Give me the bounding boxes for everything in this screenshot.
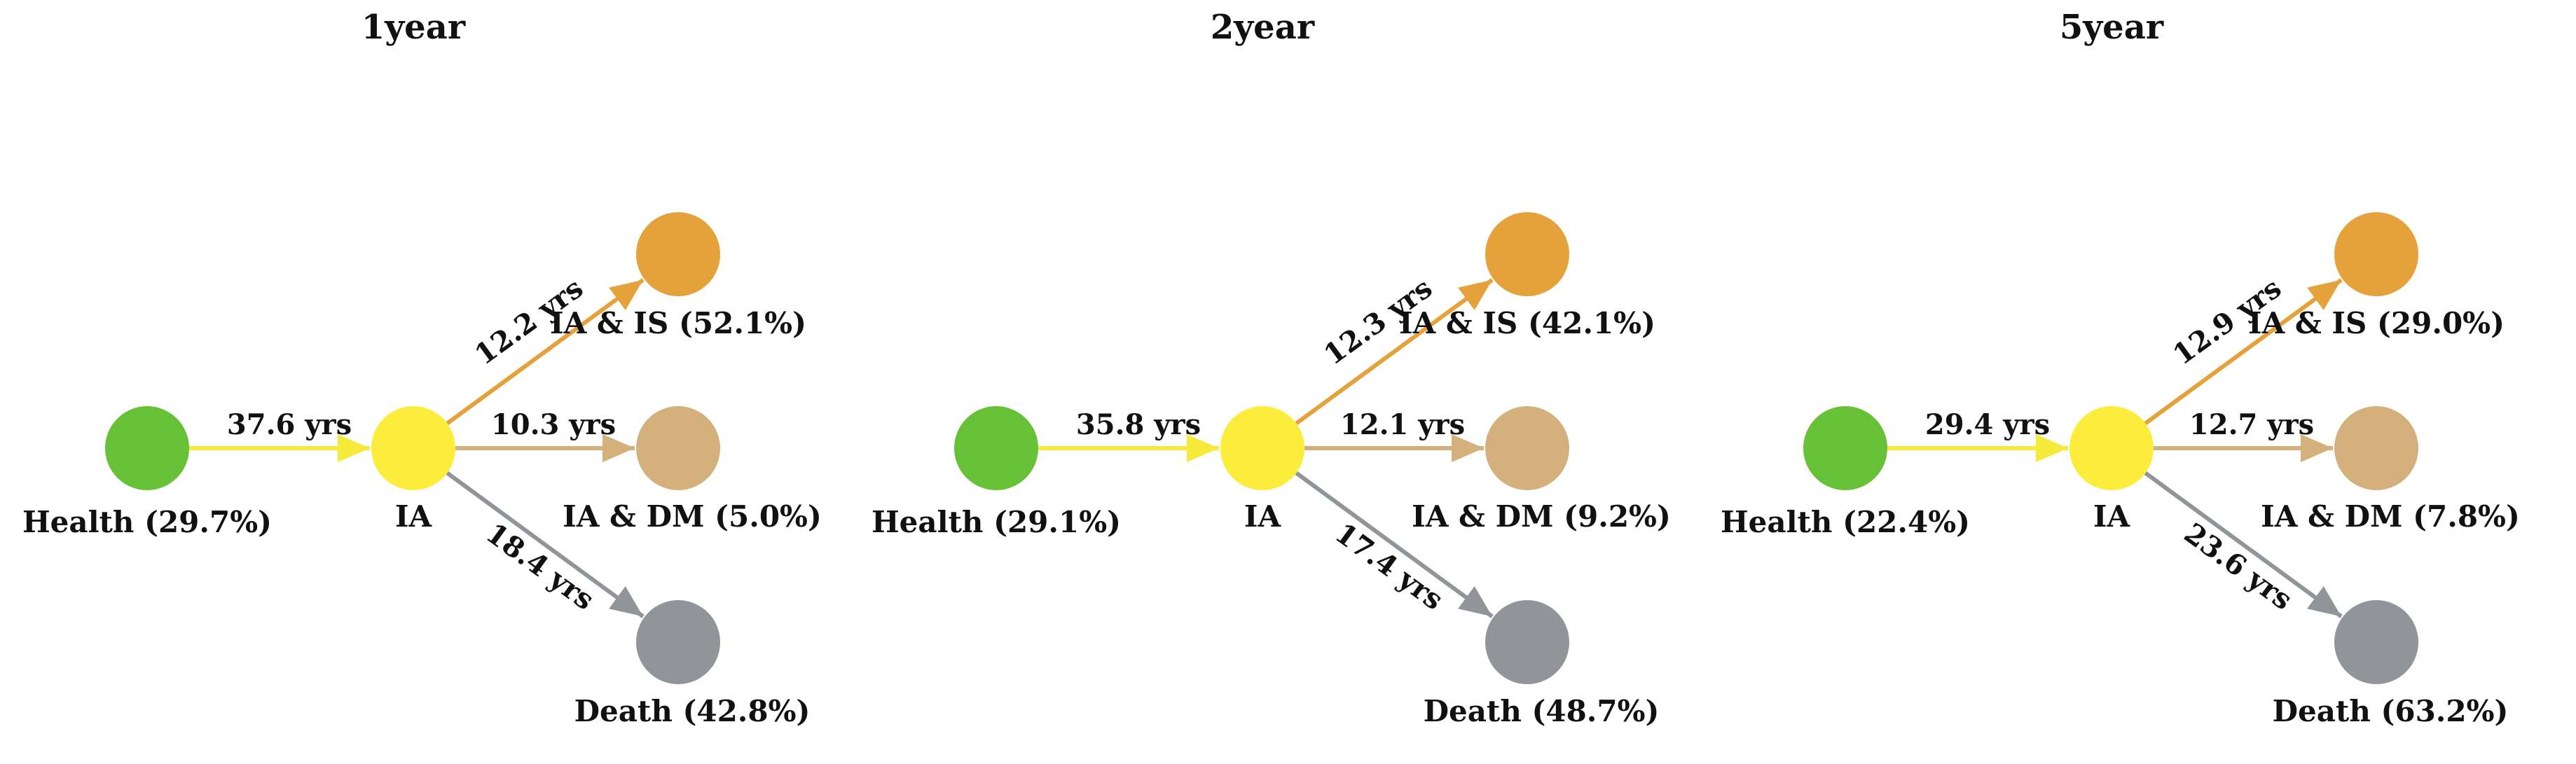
edge-label-health-ia: 29.4 yrs	[1925, 408, 2050, 441]
node-ia	[1220, 406, 1304, 490]
node-label-is: IA & IS (42.1%)	[1399, 306, 1655, 340]
edge-ia-to-death	[1295, 471, 1494, 618]
node-label-death: Death (63.2%)	[2273, 694, 2509, 728]
node-is	[1485, 212, 1569, 296]
node-is	[636, 212, 720, 296]
node-ia	[2069, 406, 2154, 490]
node-dm	[1485, 406, 1569, 490]
panel-1year: 1year Health (29.7%) IA IA & IS (52.1%) IA &…	[22, 8, 822, 728]
node-label-death: Death (48.7%)	[1424, 694, 1660, 728]
node-health	[105, 406, 189, 490]
node-health	[954, 406, 1038, 490]
edge-label-health-ia: 35.8 yrs	[1076, 408, 1201, 441]
node-label-death: Death (42.8%)	[574, 694, 811, 728]
node-label-health: Health (29.7%)	[22, 505, 272, 539]
node-label-is: IA & IS (29.0%)	[2248, 306, 2505, 340]
edge-ia-to-is	[446, 278, 645, 425]
node-death	[1485, 600, 1569, 684]
edge-label-ia-dm: 12.1 yrs	[1340, 408, 1465, 441]
edge-label-ia-dm: 12.7 yrs	[2189, 408, 2314, 441]
edge-label-ia-dm: 10.3 yrs	[491, 408, 616, 441]
panel-2year: 2year Health (29.1%) IA IA & IS (42.1%) IA &…	[872, 8, 1671, 728]
panel-title: 2year	[1211, 8, 1315, 47]
panel-title: 1year	[361, 8, 466, 47]
node-health	[1803, 406, 1887, 490]
node-label-ia: IA	[2093, 499, 2131, 534]
node-dm	[636, 406, 720, 490]
panel-5year: 5year Health (22.4%) IA IA & IS (29.0%) IA &…	[1721, 8, 2520, 728]
edge-ia-to-death	[2144, 471, 2343, 618]
node-label-dm: IA & DM (9.2%)	[1412, 499, 1671, 534]
edge-ia-to-death	[446, 471, 645, 618]
node-death	[2334, 600, 2418, 684]
edge-ia-to-is	[1295, 278, 1494, 425]
node-label-ia: IA	[1244, 499, 1282, 534]
node-label-dm: IA & DM (7.8%)	[2261, 499, 2520, 534]
node-label-dm: IA & DM (5.0%)	[563, 499, 822, 534]
edge-ia-to-is	[2144, 278, 2343, 425]
node-label-health: Health (22.4%)	[1721, 505, 1970, 539]
node-is	[2334, 212, 2418, 296]
node-label-is: IA & IS (52.1%)	[550, 306, 806, 340]
node-label-ia: IA	[395, 499, 433, 534]
node-death	[636, 600, 720, 684]
node-label-health: Health (29.1%)	[872, 505, 1121, 539]
panel-title: 5year	[2060, 8, 2164, 47]
edge-label-health-ia: 37.6 yrs	[227, 408, 352, 441]
node-dm	[2334, 406, 2418, 490]
node-ia	[371, 406, 455, 490]
